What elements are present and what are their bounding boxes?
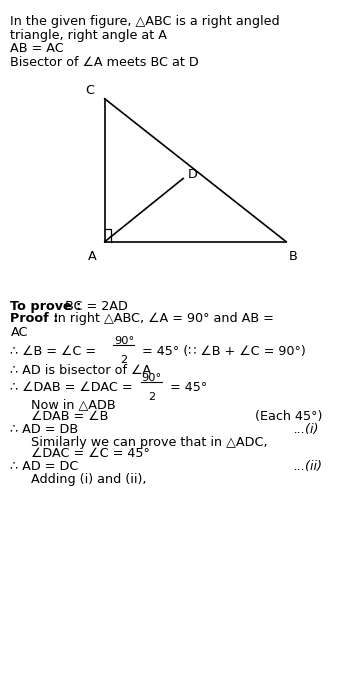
Text: 2: 2: [120, 355, 127, 366]
Text: 90°: 90°: [142, 373, 162, 383]
Text: = 45°: = 45°: [166, 381, 207, 394]
Text: In right △ABC, ∠A = 90° and AB =: In right △ABC, ∠A = 90° and AB =: [54, 312, 274, 325]
Text: Bisector of ∠A meets BC at D: Bisector of ∠A meets BC at D: [10, 56, 199, 69]
Text: ∴ ∠B = ∠C =: ∴ ∠B = ∠C =: [10, 345, 101, 358]
Text: ...(ii): ...(ii): [293, 460, 322, 473]
Text: ∠DAB = ∠B: ∠DAB = ∠B: [31, 410, 109, 423]
Text: ∴ AD is bisector of ∠A: ∴ AD is bisector of ∠A: [10, 364, 151, 377]
Text: ∴ ∠DAB = ∠DAC =: ∴ ∠DAB = ∠DAC =: [10, 381, 137, 394]
Text: A: A: [88, 250, 97, 264]
Text: (Each 45°): (Each 45°): [255, 410, 322, 423]
Text: AC: AC: [10, 326, 28, 338]
Text: AB = AC: AB = AC: [10, 42, 64, 55]
Text: ...(i): ...(i): [293, 423, 319, 436]
Text: In the given figure, △ABC is a right angled: In the given figure, △ABC is a right ang…: [10, 15, 280, 28]
Text: 2: 2: [148, 392, 155, 402]
Text: Similarly we can prove that in △ADC,: Similarly we can prove that in △ADC,: [31, 436, 268, 449]
Text: To prove :: To prove :: [10, 300, 86, 313]
Text: ∴ AD = DC: ∴ AD = DC: [10, 460, 79, 473]
Text: = 45° (∷ ∠B + ∠C = 90°): = 45° (∷ ∠B + ∠C = 90°): [138, 345, 306, 358]
Text: ∠DAC = ∠C = 45°: ∠DAC = ∠C = 45°: [31, 447, 150, 460]
Text: Now in △ADB: Now in △ADB: [31, 398, 116, 411]
Text: 90°: 90°: [114, 336, 134, 346]
Text: Proof :: Proof :: [10, 312, 64, 325]
Text: Adding (i) and (ii),: Adding (i) and (ii),: [31, 473, 147, 486]
Text: D: D: [188, 168, 198, 181]
Text: C: C: [86, 84, 95, 97]
Text: ∴ AD = DB: ∴ AD = DB: [10, 423, 79, 436]
Text: triangle, right angle at A: triangle, right angle at A: [10, 29, 168, 42]
Text: B: B: [289, 250, 298, 264]
Text: BC = 2AD: BC = 2AD: [65, 300, 127, 313]
